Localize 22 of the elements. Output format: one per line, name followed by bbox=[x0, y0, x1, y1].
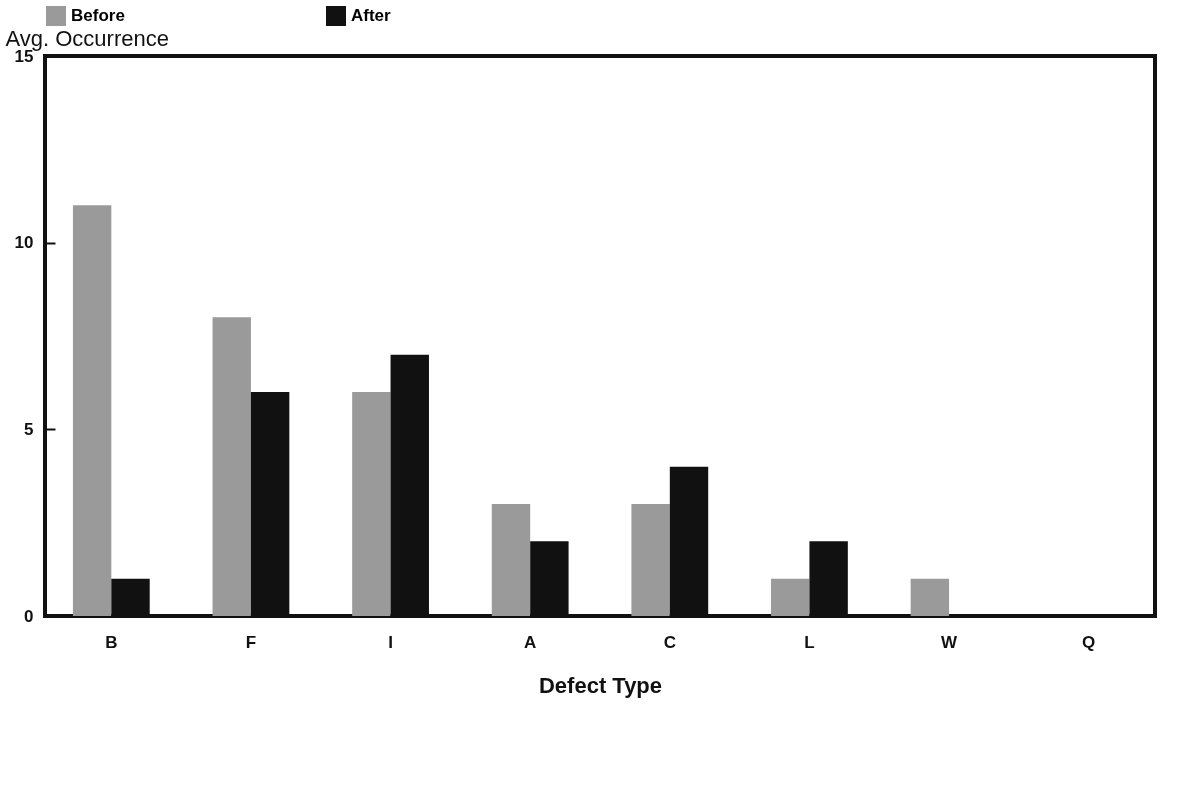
x-tick-label: L bbox=[804, 632, 815, 652]
bar bbox=[910, 578, 950, 616]
x-tick-label: Q bbox=[1082, 632, 1096, 652]
y-tick-label: 0 bbox=[24, 606, 34, 626]
bar bbox=[212, 317, 251, 616]
bar bbox=[491, 504, 531, 616]
x-tick-label: A bbox=[524, 632, 537, 652]
y-tick-label: 10 bbox=[14, 233, 34, 253]
x-tick-label: W bbox=[941, 632, 959, 652]
x-tick-label: B bbox=[105, 632, 118, 652]
bar bbox=[771, 578, 810, 616]
bar bbox=[72, 205, 112, 616]
legend-label: Before bbox=[71, 6, 125, 25]
bar bbox=[631, 504, 670, 616]
legend-label: After bbox=[351, 6, 392, 25]
y-tick-label: 5 bbox=[24, 419, 34, 439]
x-tick-label: F bbox=[245, 632, 257, 652]
x-axis-title: Defect Type bbox=[538, 672, 663, 698]
y-axis-title: Avg. Occurrence bbox=[5, 25, 169, 51]
x-tick-label: I bbox=[388, 632, 393, 652]
x-tick-label: C bbox=[663, 632, 676, 652]
bar bbox=[352, 392, 391, 616]
